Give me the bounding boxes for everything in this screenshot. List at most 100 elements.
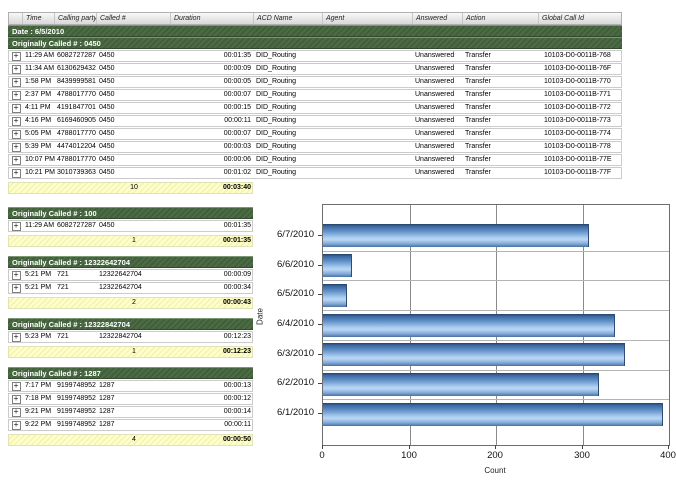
expand-row-button[interactable]: + [11,381,21,391]
cell-called: 1287 [99,395,115,402]
cell-time: 11:29 AM [25,52,55,59]
cell-duration: 00:00:15 [223,104,251,111]
chart-bar [323,373,599,396]
expand-row-button[interactable]: + [11,64,21,74]
cell-calling-party: 6082727287 [57,52,96,59]
cell-duration: 00:00:12 [223,395,251,402]
table-row: +5:05 PM 4788017770 0450 00:00:07 DID_Routin… [8,128,622,140]
cell-called: 0450 [99,143,115,150]
cell-called: 1287 [99,382,115,389]
expand-row-button[interactable]: + [11,168,21,178]
expand-row-button[interactable]: + [11,77,21,87]
y-axis-tick [318,383,322,384]
cell-action: Transfer [465,104,491,111]
expand-row-button[interactable]: + [11,407,21,417]
table-row: +11:29 AM 6082727287 0450 00:01:35 DID_Routi… [8,50,622,62]
expand-row-button[interactable]: + [11,221,21,231]
table-row: +7:17 PM 9199748952 1287 00:00:13 [8,380,253,392]
x-axis-tick [409,445,410,449]
y-axis-label: 6/2/2010 [277,377,314,388]
summary-call-count: 2 [132,299,136,306]
cell-duration: 00:01:02 [223,169,251,176]
cell-calling-party: 6082727287 [57,222,96,229]
expand-row-button[interactable]: + [11,394,21,404]
cell-called: 12322642704 [99,284,142,291]
expand-row-button[interactable]: + [11,142,21,152]
cell-agent [323,51,413,61]
summary-call-count: 1 [132,348,136,355]
expand-row-button[interactable]: + [11,270,21,280]
cell-agent [323,155,413,165]
expand-row-button[interactable]: + [11,332,21,342]
cell-answered: Unanswered [415,91,455,98]
y-axis-tick [318,294,322,295]
expand-cell: + [9,332,23,342]
table-row: +9:22 PM 9199748952 1287 00:00:11 [8,419,253,431]
cell-answered: Unanswered [415,130,455,137]
expand-row-button[interactable]: + [11,51,21,61]
expand-cell: + [9,64,23,74]
cell-time: 1:58 PM [25,78,52,85]
chart-plot-area [322,204,670,446]
cell-answered: Unanswered [415,52,455,59]
group-subtable: Originally Called # : 1287 +7:17 PM 919974… [8,367,253,446]
cell-expander [9,435,23,445]
cell-global-call-id: 10103-D0-0011B-771 [544,91,611,98]
cell-expander [9,183,23,193]
cell-time: 2:37 PM [25,91,52,98]
table-row: +2:37 PM 4788017770 0450 00:00:07 DID_Routin… [8,89,622,101]
cell-duration: 00:00:34 [223,284,251,291]
cell-acd-name: DID_Routing [256,52,297,59]
cell-action: Transfer [465,91,491,98]
cell-time: 5:39 PM [25,143,52,150]
table-row: +10:07 PM 4788017770 0450 00:00:06 DID_Routi… [8,154,622,166]
expand-row-button[interactable]: + [11,103,21,113]
summary-call-count: 1 [132,237,136,244]
cell-action: Transfer [465,169,491,176]
cell-acd-name: DID_Routing [256,91,297,98]
cell-answered: Unanswered [415,104,455,111]
cell-time: 11:29 AM [25,222,55,229]
cell-duration: 00:12:23 [223,333,251,340]
y-axis-label: 6/5/2010 [277,288,314,299]
cell-calling-party: 3010739363 [57,169,96,176]
y-axis-tick [318,265,322,266]
expand-row-button[interactable]: + [11,129,21,139]
y-axis-label: 6/3/2010 [277,348,314,359]
cell-action: Transfer [465,78,491,85]
date-group-header: Date : 6/5/2010 [8,25,622,37]
chart-bar [323,403,663,426]
expand-row-button[interactable]: + [11,420,21,430]
chart-bar [323,224,589,247]
x-axis-tick [322,445,323,449]
chart-y-axis-title: Date [255,308,265,325]
cell-agent [323,90,413,100]
group-header: Originally Called # : 100 [8,207,253,219]
cell-called: 0450 [99,117,115,124]
expand-cell: + [9,51,23,61]
expand-row-button[interactable]: + [11,116,21,126]
cell-calling-party: 4788017770 [57,156,96,163]
cell-action: Transfer [465,117,491,124]
cell-duration: 00:01:35 [223,52,251,59]
cell-time: 9:21 PM [25,408,52,415]
cell-agent [323,77,413,87]
expand-row-button[interactable]: + [11,155,21,165]
cell-duration: 00:00:05 [223,78,251,85]
expand-cell: + [9,77,23,87]
cell-called: 0450 [99,156,115,163]
cell-calling-party: 4788017770 [57,130,96,137]
x-axis-tick-label: 100 [401,450,417,461]
cell-calling-party [55,183,97,193]
cell-global-call-id: 10103-D0-0011B-778 [544,143,611,150]
y-axis-tick [318,235,322,236]
cell-called: 1287 [99,408,115,415]
expand-cell: + [9,90,23,100]
expand-cell: + [9,394,23,404]
cell-agent [323,142,413,152]
expand-row-button[interactable]: + [11,283,21,293]
column-header-called: Called # [97,13,171,24]
expand-row-button[interactable]: + [11,90,21,100]
cell-time: 5:23 PM [25,333,52,340]
